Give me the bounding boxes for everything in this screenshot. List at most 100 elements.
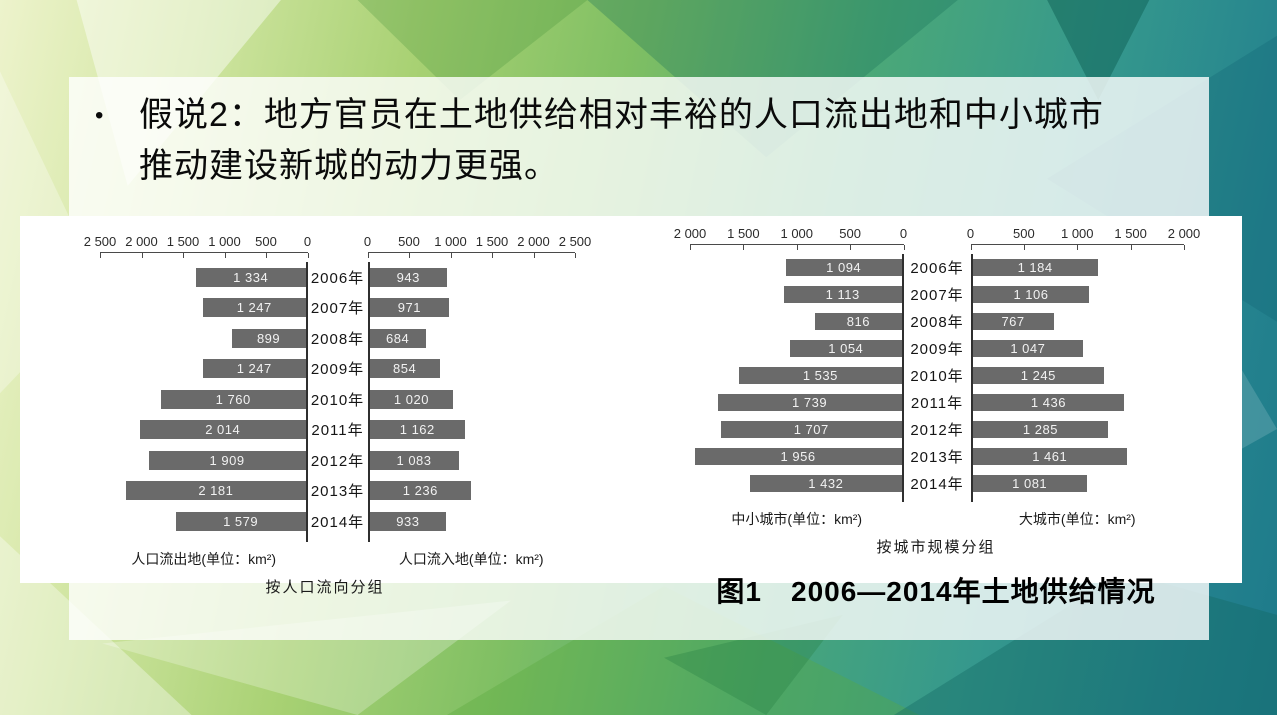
- bar-row: 2 181: [100, 476, 306, 507]
- axis-tick-label: 2 000: [673, 226, 707, 241]
- series-label-left: 人口流出地(单位：km²): [131, 550, 277, 567]
- axis-tick-label: 500: [839, 226, 861, 241]
- axis-tick-label: 1 500: [727, 226, 760, 241]
- axis-tick-label: 1 000: [434, 234, 467, 249]
- axis-tick-mark: [1023, 245, 1025, 250]
- axis-tick-label: 0: [899, 226, 908, 241]
- year-label: 2011年: [910, 395, 964, 412]
- plot-half-left: 2 500 2 000 1 500 1 000 500 0 1 334 1 247 899 1 2…: [84, 216, 312, 542]
- bar-left: 1 247: [203, 298, 306, 318]
- bar-value-label: 1 461: [1032, 449, 1068, 464]
- axis-tick-mark: [970, 245, 972, 250]
- bar-rows-right: 1 184 1 106 767 1 047 1 245 1 436 1 285 1 461 1 …: [970, 254, 1185, 502]
- bullet-text: 假说2：地方官员在土地供给相对丰裕的人口流出地和中小城市 推动建设新城的动力更强…: [139, 90, 1104, 192]
- unit-labels-row: 人口流出地(单位：km²) 人口流入地(单位：km²): [20, 549, 630, 569]
- year-label: 2012年: [910, 422, 964, 439]
- bar-right: 1 047: [972, 340, 1084, 357]
- bar-row: 2 014: [100, 415, 306, 446]
- bar-right: 943: [369, 267, 447, 287]
- bar-left: 1 579: [175, 511, 306, 531]
- axis-tick-mark: [690, 245, 691, 250]
- bar-left: 2 181: [126, 481, 306, 501]
- bar-left: 1 707: [721, 421, 902, 438]
- bar-row: 854: [369, 354, 576, 385]
- bar-row: 1 535: [690, 362, 902, 389]
- bar-value-label: 1 535: [802, 368, 838, 383]
- chart-population-flow: 2 500 2 000 1 500 1 000 500 0 1 334 1 247 899 1 2…: [20, 216, 630, 596]
- axis-tick-label: 1 500: [1114, 226, 1147, 241]
- bar-row: 1 334: [100, 262, 306, 293]
- bar-row: 971: [369, 293, 576, 324]
- bar-right: 684: [369, 328, 426, 348]
- axis-tick-mark: [266, 253, 267, 258]
- chart-city-size-body: 2 000 1 500 1 000 500 0 1 094 1 113 816 1 054 1 5…: [630, 216, 1242, 557]
- bar-row: 1 020: [369, 384, 576, 415]
- bar-value-label: 1 760: [215, 391, 251, 407]
- bar-row: 1 094: [690, 254, 902, 281]
- bar-right: 1 184: [972, 259, 1098, 276]
- bar-rows-right: 943 971 684 854 1 020 1 162 1 083 1 236 933: [367, 262, 576, 542]
- bar-value-label: 1 579: [223, 513, 259, 529]
- axis-tick-label: 0: [303, 234, 312, 249]
- bar-row: 1 760: [100, 384, 306, 415]
- bar-row: 1 956: [690, 443, 902, 470]
- bar-right: 1 083: [369, 450, 459, 470]
- bar-row: 1 247: [100, 293, 306, 324]
- bullet-text-line-1: 假说2：地方官员在土地供给相对丰裕的人口流出地和中小城市: [139, 96, 1104, 134]
- bar-left: 1 909: [148, 450, 306, 470]
- bar-left: 899: [231, 328, 306, 348]
- year-label: 2013年: [310, 483, 365, 501]
- bar-row: 1 054: [690, 335, 902, 362]
- axis-tick-mark: [533, 253, 535, 258]
- axis-tick-mark: [1184, 245, 1185, 250]
- bar-value-label: 1 094: [826, 260, 862, 275]
- year-label: 2008年: [910, 314, 964, 331]
- bar-right: 1 245: [972, 367, 1105, 384]
- chart-population-flow-body: 2 500 2 000 1 500 1 000 500 0 1 334 1 247 899 1 2…: [20, 216, 630, 597]
- year-label: 2014年: [910, 476, 964, 493]
- bar-value-label: 1 247: [236, 361, 272, 377]
- bar-right: 933: [369, 511, 447, 531]
- axis-line: [970, 244, 1185, 250]
- axis-tick-label: 2 500: [83, 234, 117, 249]
- axis-line: [690, 244, 905, 250]
- bar-value-label: 1 245: [1020, 368, 1056, 383]
- bar-value-label: 2 014: [205, 422, 241, 438]
- axis-tick-mark: [903, 245, 905, 250]
- bar-value-label: 767: [1001, 314, 1025, 329]
- axis-tick-mark: [450, 253, 452, 258]
- year-label: 2006年: [310, 269, 365, 287]
- chart-subtitle: 按城市规模分组: [876, 539, 996, 556]
- bar-value-label: 854: [392, 361, 417, 377]
- axis-tick-mark: [100, 253, 101, 258]
- bar-right: 1 436: [972, 394, 1125, 411]
- axis-tick-mark: [1130, 245, 1132, 250]
- bar-row: 933: [369, 506, 576, 537]
- plot-half-left: 2 000 1 500 1 000 500 0 1 094 1 113 816 1 054 1 5…: [674, 216, 908, 502]
- bar-row: 943: [369, 262, 576, 293]
- bar-left: 1 247: [203, 359, 306, 379]
- bar-value-label: 899: [256, 330, 281, 346]
- bar-row: 1 285: [972, 416, 1185, 443]
- year-label: 2009年: [310, 361, 365, 379]
- axis-tick-mark: [183, 253, 184, 258]
- bar-row: 899: [100, 323, 306, 354]
- axis-tick-label: 2 500: [558, 234, 592, 249]
- bar-left: 816: [815, 313, 902, 330]
- bar-right: 854: [369, 359, 440, 379]
- year-column: 2006年 2007年 2008年 2009年 2010年 2011年 2012年 2013年…: [904, 216, 971, 502]
- bar-value-label: 2 181: [198, 483, 234, 499]
- bar-row: 1 113: [690, 281, 902, 308]
- bar-value-label: 816: [846, 314, 870, 329]
- axis-tick-label: 1 000: [208, 234, 241, 249]
- chart-grid: 2 500 2 000 1 500 1 000 500 0 1 334 1 247 899 1 2…: [20, 216, 630, 542]
- axis-tick-label: 2 000: [125, 234, 158, 249]
- bar-value-label: 1 054: [828, 341, 864, 356]
- year-label: 2011年: [311, 422, 364, 440]
- year-label: 2012年: [310, 452, 365, 470]
- axis-tick-mark: [224, 253, 226, 258]
- axis-spacer: [904, 216, 971, 254]
- plot-half-right: 0 500 1 000 1 500 2 000 1 184 1 106 767 1 047 1 2…: [967, 216, 1200, 502]
- axis-tick-mark: [409, 253, 410, 258]
